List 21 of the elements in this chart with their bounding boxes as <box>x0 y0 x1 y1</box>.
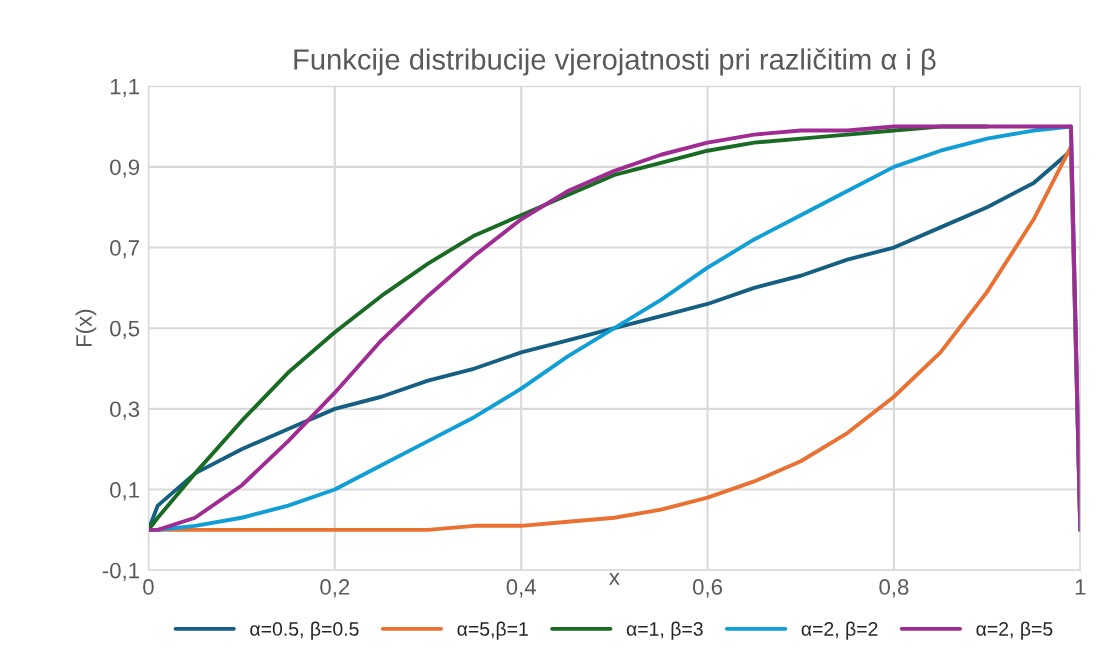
x-tick-label: 0 <box>143 579 154 595</box>
chart-title: Funkcije distribucije vjerojatnosti pri različitim α i β <box>294 48 936 76</box>
x-tick-label: 1 <box>1075 579 1086 595</box>
y-tick-label: 0,3 <box>110 401 140 420</box>
legend-label: α=1, β=3 <box>626 621 703 640</box>
x-tick-label: 0,2 <box>320 579 350 598</box>
legend-label: α=2, β=5 <box>976 621 1053 640</box>
x-tick-label: 0,4 <box>506 579 536 598</box>
y-tick-label: 0,7 <box>110 240 139 259</box>
y-tick-label: 0,9 <box>110 159 140 178</box>
y-tick-label: -0,1 <box>102 562 140 582</box>
x-tick-label: 0,6 <box>692 579 723 598</box>
y-tick-label: 0,5 <box>110 320 140 340</box>
legend-label: α=5,β=1 <box>457 621 528 640</box>
y-tick-label: 0,1 <box>110 482 140 501</box>
x-tick-label: 0,8 <box>879 579 909 598</box>
legend-label: α=0.5, β=0.5 <box>250 621 359 640</box>
y-axis-title: F(x) <box>75 309 97 347</box>
x-axis-title: x <box>609 573 620 585</box>
y-tick-label: 1,1 <box>110 78 140 98</box>
legend-label: α=2, β=2 <box>801 621 878 640</box>
